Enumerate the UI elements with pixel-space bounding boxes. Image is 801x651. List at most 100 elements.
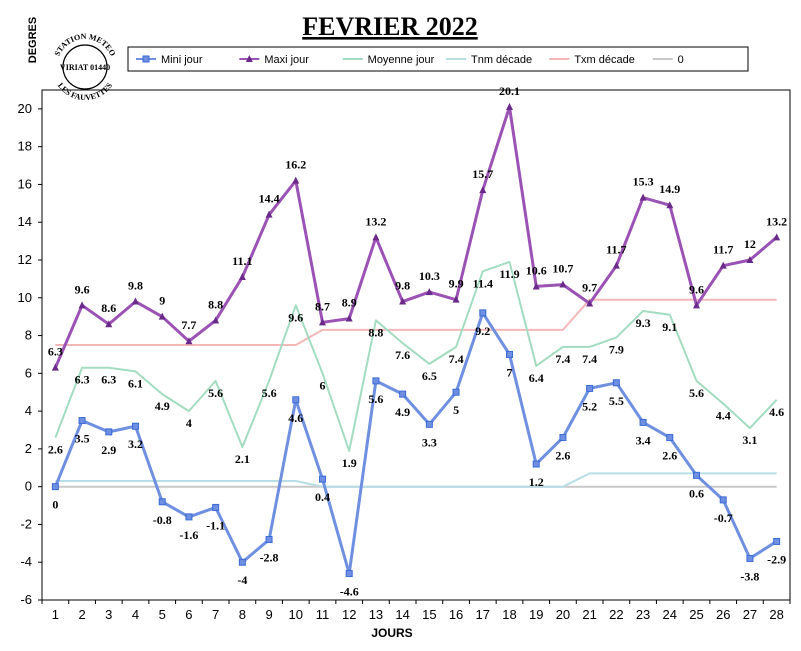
legend-label: Moyenne jour [368,54,435,66]
data-point-mini [399,390,407,398]
data-label-moyenne-jour: 3.1 [742,433,757,447]
data-point-mini [372,377,380,385]
data-label-moyenne-jour: 5.6 [262,386,277,400]
data-label-mini-jour: 3.3 [422,435,437,449]
data-label-moyenne-jour: 4.9 [155,399,170,413]
data-point-maxi [452,295,460,303]
data-label-mini-jour: -0.8 [153,513,172,527]
data-label-moyenne-jour: 11.9 [499,267,519,281]
data-label-moyenne-jour: 6.5 [422,369,437,383]
data-point-maxi [105,320,113,328]
data-point-maxi [238,273,246,280]
data-label-maxi-jour: 9.6 [689,282,704,296]
data-point-mini [773,537,781,545]
data-label-moyenne-jour: 2.1 [235,452,250,466]
data-point-maxi [292,176,300,184]
y-tick-label: 20 [18,101,32,116]
data-label-mini-jour: -2.8 [260,551,279,565]
data-label-mini-jour: 0.4 [315,490,330,504]
legend-item-maxi-jour: Maxi jour [239,54,309,66]
data-label-maxi-jour: 15.7 [472,167,493,181]
data-label-moyenne-jour: 5.6 [208,386,223,400]
y-tick-label: 0 [25,479,32,494]
x-tick-label: 19 [529,607,543,622]
y-tick-label: 10 [18,290,32,305]
series-layer [51,103,781,578]
y-tick-label: 6 [25,365,32,380]
x-tick-label: 3 [105,607,112,622]
data-label-maxi-jour: 9.7 [582,280,597,294]
x-tick-label: 21 [582,607,596,622]
data-label-maxi-jour: 9.9 [449,277,464,291]
x-tick-label: 23 [636,607,650,622]
data-label-moyenne-jour: 7.4 [449,352,464,366]
data-point-mini [292,396,300,404]
data-label-mini-jour: -1.6 [179,528,198,542]
legend-marker [142,55,150,63]
data-label-moyenne-jour: 7.4 [582,352,597,366]
data-labels: 6.3 9.6 8.6 9.8 9 7.7 8.8 11.1 14.4 16.2 8.7 8.9 13.… [48,84,787,599]
data-label-maxi-jour: 9.6 [75,282,90,296]
data-point-maxi [345,314,353,322]
data-label-moyenne-jour: 6.3 [75,373,90,387]
data-point-maxi [319,318,326,326]
data-point-mini [452,388,460,396]
series-line-maxi-jour [54,105,778,369]
x-axis-label: JOURS [371,626,412,640]
data-point-mini [532,460,540,468]
data-label-mini-jour: 3.4 [636,433,651,447]
x-tick-label: 16 [449,607,463,622]
legend-label: Tnm décade [471,54,532,66]
data-label-mini-jour: -3.8 [740,569,759,583]
legend-box [127,46,749,72]
x-tick-label: 14 [395,607,409,622]
data-label-mini-jour: 2.6 [555,449,570,463]
data-label-maxi-jour: 16.2 [285,158,306,172]
legend-label: Mini jour [161,54,203,66]
data-point-maxi [185,337,193,345]
data-label-maxi-jour: 12 [744,237,756,251]
data-point-maxi [719,261,727,269]
data-label-mini-jour: -4.6 [340,585,359,599]
data-label-moyenne-jour: 1.9 [342,456,357,470]
x-tick-label: 8 [239,607,246,622]
x-tick-label: 1 [52,607,59,622]
x-tick-label: 12 [342,607,356,622]
x-tick-label: 7 [212,607,219,622]
data-label-moyenne-jour: 7.6 [395,348,410,362]
data-label-maxi-jour: 8.7 [315,299,330,313]
legend-item-moyenne-jour: Moyenne jour [342,54,435,66]
data-point-maxi [693,301,700,309]
data-point-maxi [612,261,620,269]
data-label-maxi-jour: 13.2 [365,214,386,228]
chart-title: FEVRIER 2022 [302,12,478,41]
data-label-mini-jour: 0.6 [689,486,704,500]
data-point-maxi [265,210,273,218]
y-tick-label: -4 [20,554,32,569]
data-point-mini [719,496,727,504]
data-point-maxi [773,233,781,241]
data-point-mini [479,309,487,317]
data-point-maxi [78,301,86,309]
data-label-maxi-jour: 14.9 [659,182,680,196]
x-tick-label: 24 [663,607,677,622]
x-tick-label: 4 [132,607,139,622]
data-label-maxi-jour: 13.2 [766,214,787,228]
data-point-mini [51,483,59,491]
legend-label: 0 [678,54,684,66]
x-tick-label: 22 [609,607,623,622]
legend-item-mini-jour: Mini jour [136,54,203,66]
data-label-moyenne-jour: 4.6 [769,405,784,419]
data-label-mini-jour: 3.2 [128,437,143,451]
data-label-mini-jour: 5 [453,403,459,417]
data-label-maxi-jour: 6.3 [48,345,63,359]
data-label-moyenne-jour: 9.6 [288,310,303,324]
data-label-mini-jour: 0 [52,498,58,512]
legend-marker [245,55,253,62]
data-point-maxi [158,312,166,320]
y-tick-label: 8 [25,328,32,343]
x-tick-label: 13 [369,607,383,622]
data-label-mini-jour: -0.7 [714,511,733,525]
data-label-maxi-jour: 8.9 [342,296,357,310]
